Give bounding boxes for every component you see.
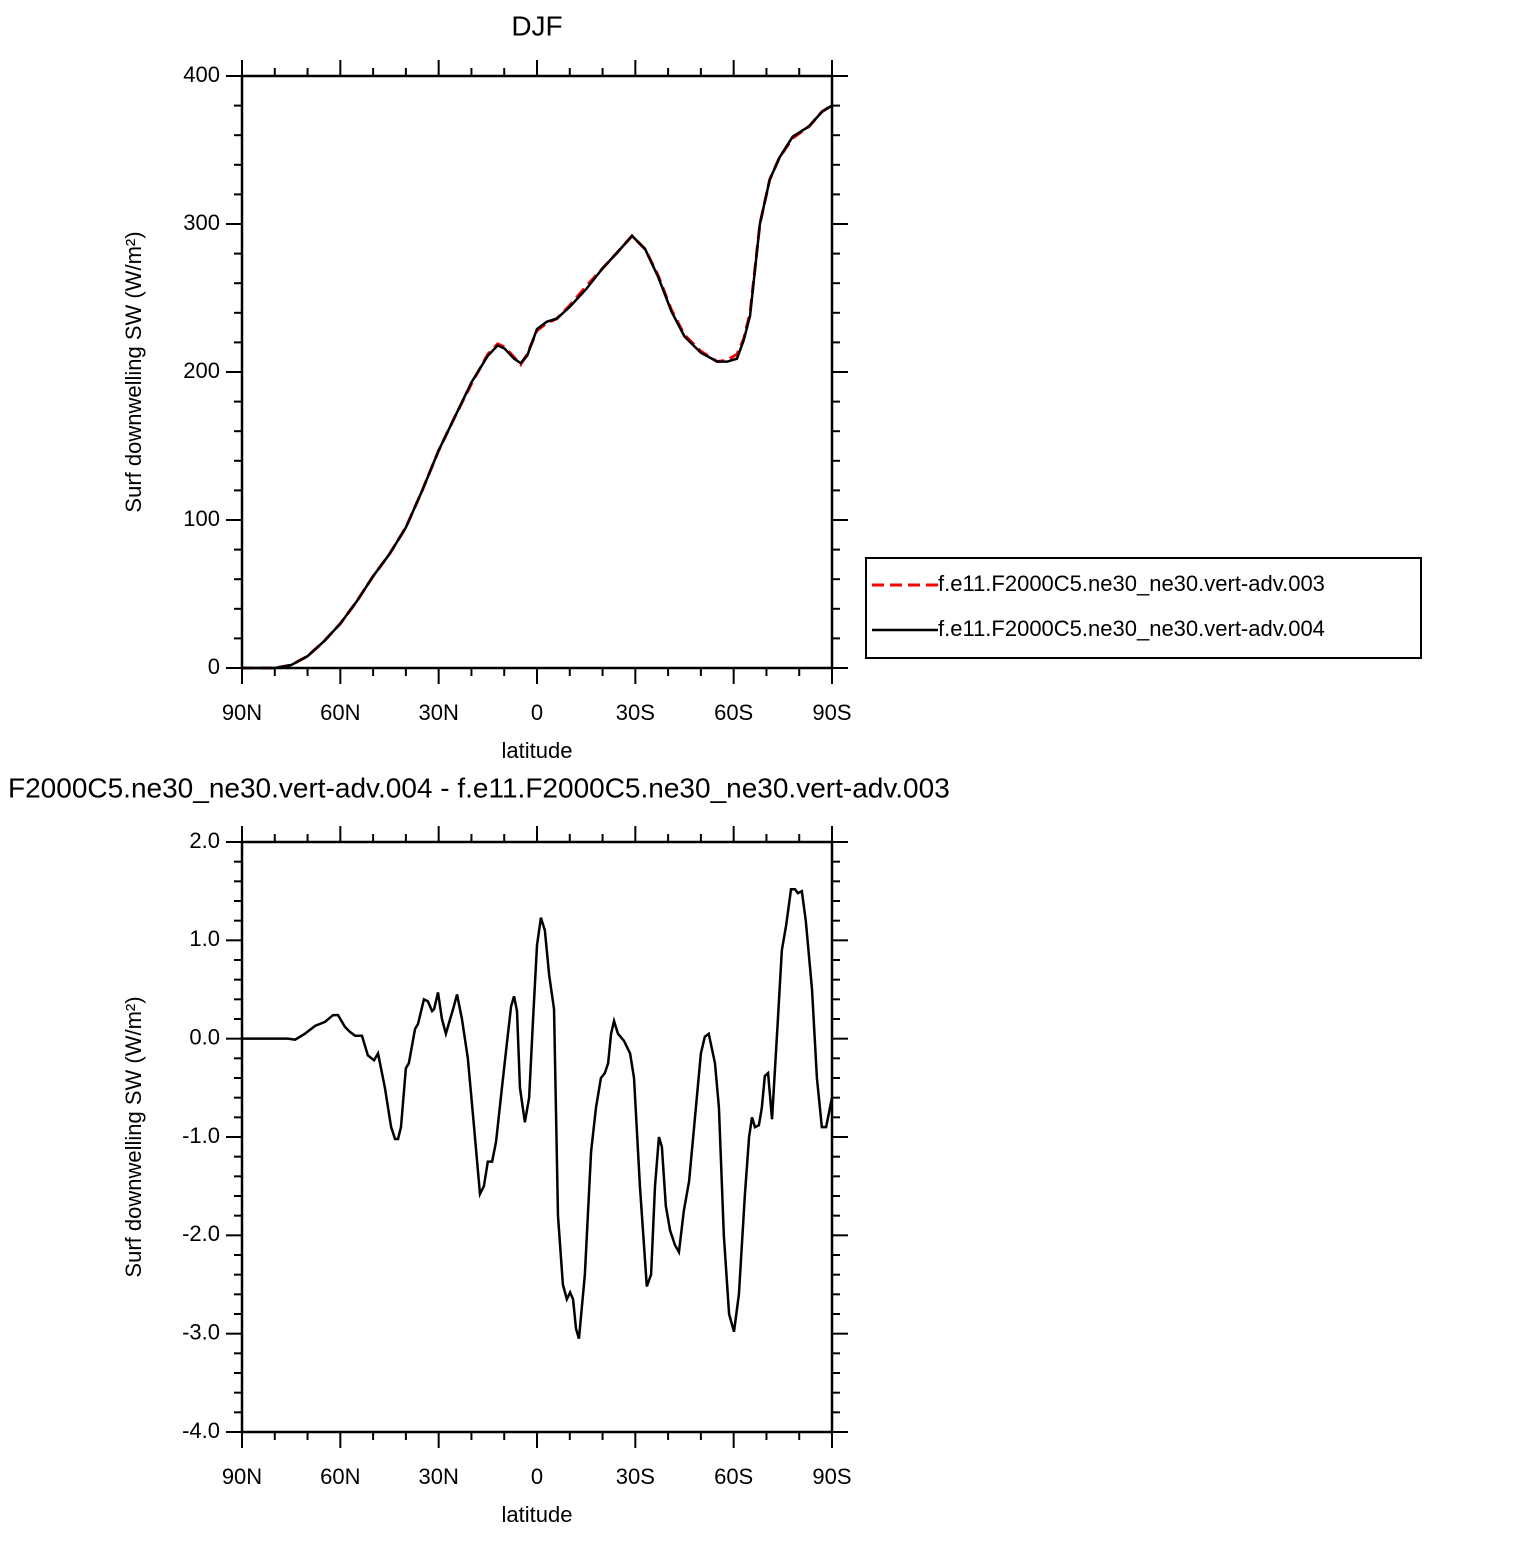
y-tick-label: 1.0 <box>189 926 220 951</box>
legend-box <box>865 557 1422 659</box>
y-tick-label: 400 <box>183 62 220 87</box>
x-tick-label: 90S <box>812 700 851 725</box>
x-tick-label: 30S <box>616 1464 655 1489</box>
y-tick-label: -1.0 <box>182 1123 220 1148</box>
plot-frame <box>240 74 834 670</box>
data-line <box>242 104 833 670</box>
x-tick-label: 0 <box>531 700 543 725</box>
x-tick-label: 30S <box>616 700 655 725</box>
x-tick-label: 90S <box>812 1464 851 1489</box>
y-tick-label: 0 <box>208 654 220 679</box>
y-tick-label: 0.0 <box>189 1024 220 1049</box>
data-line <box>242 104 833 670</box>
x-tick-label: 60N <box>320 700 360 725</box>
legend-label: f.e11.F2000C5.ne30_ne30.vert-adv.003 <box>938 571 1325 596</box>
x-axis-label: latitude <box>502 1502 573 1527</box>
y-axis-label: Surf downwelling SW (W/m²) <box>121 231 146 512</box>
legend-label: f.e11.F2000C5.ne30_ne30.vert-adv.004 <box>938 616 1325 641</box>
x-tick-label: 60S <box>714 700 753 725</box>
chart-title: F2000C5.ne30_ne30.vert-adv.004 - f.e11.F… <box>8 772 950 803</box>
y-tick-label: 200 <box>183 358 220 383</box>
x-tick-label: 30N <box>418 700 458 725</box>
x-tick-label: 90N <box>222 1464 262 1489</box>
x-tick-label: 90N <box>222 700 262 725</box>
y-tick-label: -2.0 <box>182 1221 220 1246</box>
y-axis-label: Surf downwelling SW (W/m²) <box>121 996 146 1277</box>
plot-frame <box>240 840 834 1434</box>
y-tick-label: -4.0 <box>182 1418 220 1443</box>
y-tick-label: 2.0 <box>189 828 220 853</box>
y-tick-label: -3.0 <box>182 1319 220 1344</box>
x-tick-label: 60S <box>714 1464 753 1489</box>
chart-title: DJF <box>511 10 562 41</box>
y-tick-label: 100 <box>183 506 220 531</box>
x-tick-label: 30N <box>418 1464 458 1489</box>
data-line <box>242 887 834 1339</box>
x-tick-label: 0 <box>531 1464 543 1489</box>
x-axis-label: latitude <box>502 738 573 763</box>
x-tick-label: 60N <box>320 1464 360 1489</box>
y-tick-label: 300 <box>183 210 220 235</box>
